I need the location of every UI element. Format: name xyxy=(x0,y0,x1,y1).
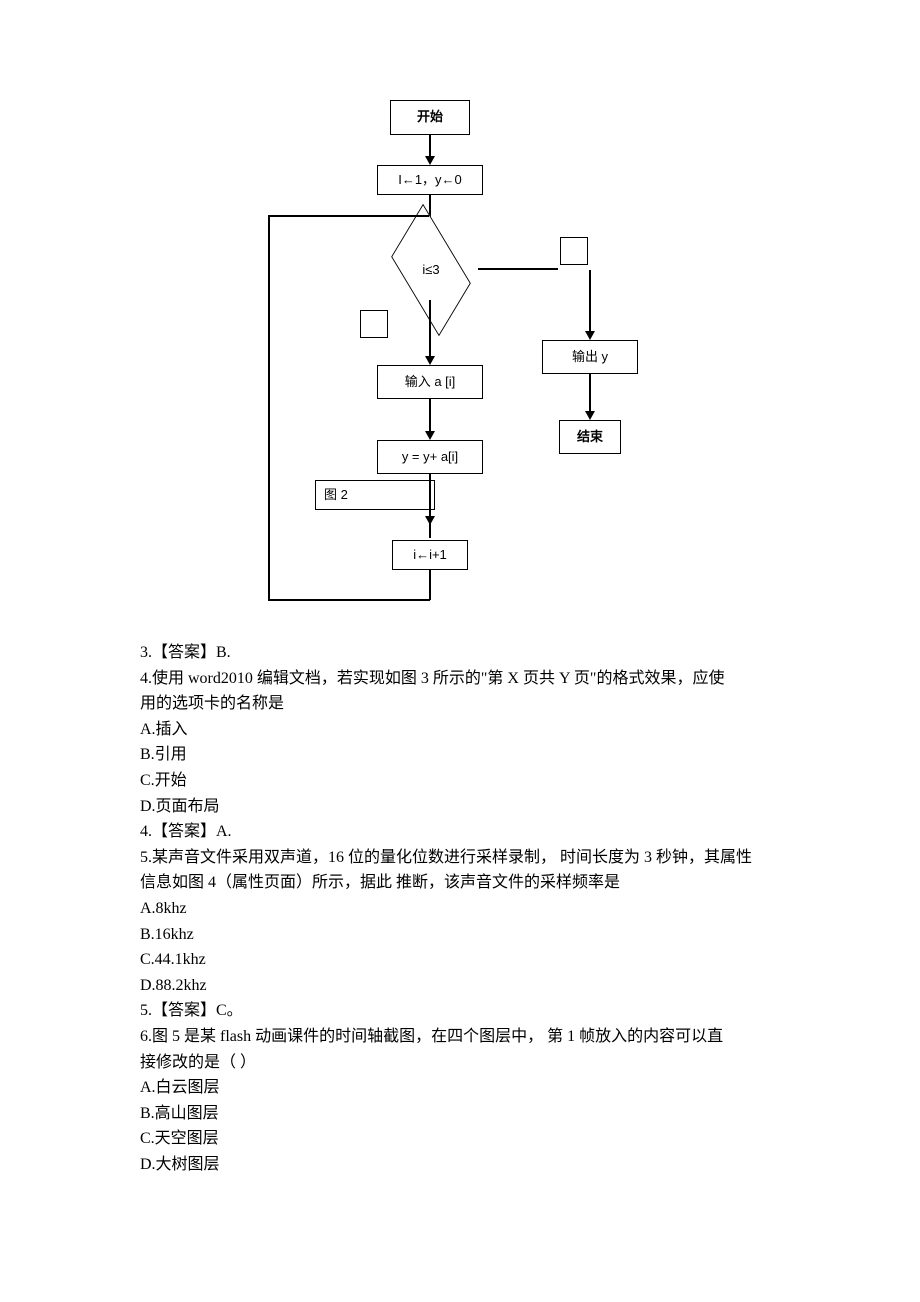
q5-answer: 5.【答案】C。 xyxy=(140,998,780,1024)
q4-text-2: 用的选项卡的名称是 xyxy=(140,691,780,717)
q4-option-b: B.引用 xyxy=(140,742,780,768)
node-start: 开始 xyxy=(390,100,470,135)
q6-option-c: C.天空图层 xyxy=(140,1126,780,1152)
node-blank-right xyxy=(560,237,588,265)
q6-option-a: A.白云图层 xyxy=(140,1075,780,1101)
node-end: 结束 xyxy=(559,420,621,454)
q5-text-1: 5.某声音文件采用双声道，16 位的量化位数进行采样录制， 时间长度为 3 秒钟… xyxy=(140,845,780,871)
node-output: 输出 y xyxy=(542,340,638,374)
q4-text-1: 4.使用 word2010 编辑文档，若实现如图 3 所示的"第 X 页共 Y … xyxy=(140,666,780,692)
q5-option-a: A.8khz xyxy=(140,896,780,922)
node-input: 输入 a [i] xyxy=(377,365,483,399)
q5-option-c: C.44.1khz xyxy=(140,947,780,973)
q6-text-2: 接修改的是（ ） xyxy=(140,1050,780,1076)
q4-option-c: C.开始 xyxy=(140,768,780,794)
node-init: I←1，y←0 xyxy=(377,165,483,195)
node-calc: y = y+ a[i] xyxy=(377,440,483,474)
figure-2-label: 图 2 xyxy=(315,480,435,510)
q6-text-1: 6.图 5 是某 flash 动画课件的时间轴截图，在四个图层中， 第 1 帧放… xyxy=(140,1024,780,1050)
q6-option-d: D.大树图层 xyxy=(140,1152,780,1178)
q5-option-b: B.16khz xyxy=(140,922,780,948)
node-decision: i≤3 xyxy=(386,240,476,300)
node-blank-left xyxy=(360,310,388,338)
q5-option-d: D.88.2khz xyxy=(140,973,780,999)
q4-option-d: D.页面布局 xyxy=(140,794,780,820)
q4-answer: 4.【答案】A. xyxy=(140,819,780,845)
q5-text-2: 信息如图 4（属性页面）所示，据此 推断，该声音文件的采样频率是 xyxy=(140,870,780,896)
q6-option-b: B.高山图层 xyxy=(140,1101,780,1127)
q3-answer: 3.【答案】B. xyxy=(140,640,780,666)
flowchart-diagram: 开始 I←1，y←0 i≤3 输出 y 结束 输入 a [i] xyxy=(260,100,690,630)
node-increment: i←i+1 xyxy=(392,540,468,570)
q4-option-a: A.插入 xyxy=(140,717,780,743)
